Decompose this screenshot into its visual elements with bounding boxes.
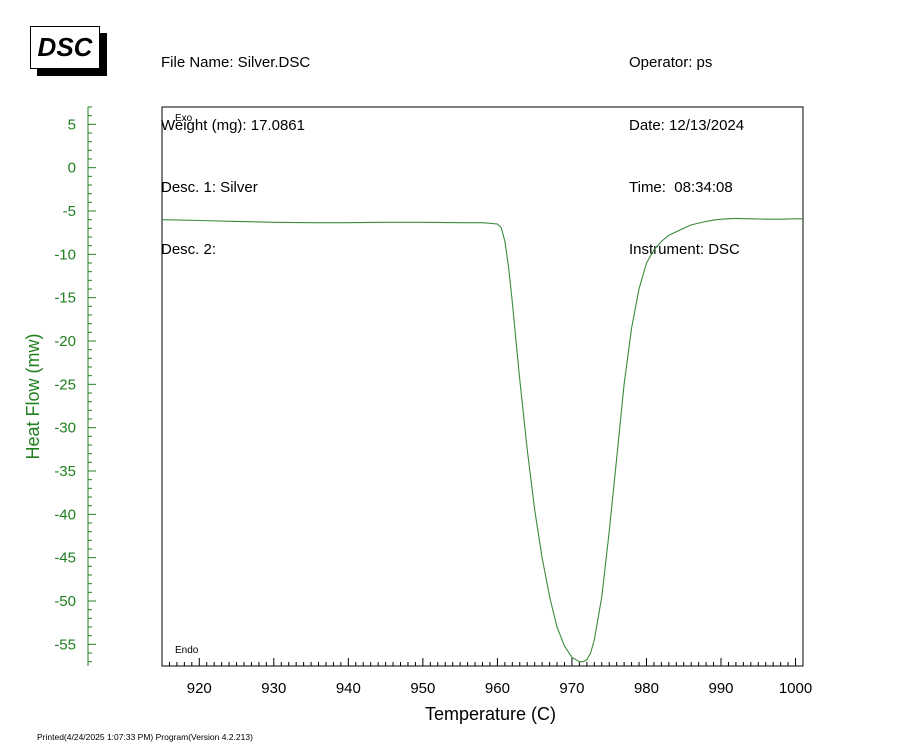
y-tick-label: -15 (54, 290, 76, 307)
x-tick-label: 940 (336, 680, 361, 697)
x-tick-label: 930 (261, 680, 286, 697)
heat-flow-curve (161, 217, 803, 663)
endo-label: Endo (175, 645, 199, 656)
x-tick-label: 990 (708, 680, 733, 697)
x-tick-label: 950 (410, 680, 435, 697)
x-axis-title: Temperature (C) (425, 704, 556, 724)
dsc-logo: DSC (30, 26, 100, 69)
plot-frame (161, 106, 804, 667)
description-2: Desc. 2: (161, 240, 217, 258)
x-tick-label: 960 (485, 680, 510, 697)
y-tick-label: -40 (54, 506, 76, 523)
y-tick-label: -10 (54, 246, 76, 263)
y-tick-label: -25 (54, 376, 76, 393)
y-tick-label: 5 (68, 116, 76, 133)
weight: Weight (mg): 17.0861 (161, 116, 305, 134)
description-1: Desc. 1: Silver (161, 178, 258, 196)
operator: Operator: ps (629, 54, 713, 72)
y-tick-label: 0 (68, 160, 76, 177)
x-tick-label: 970 (559, 680, 584, 697)
instrument: Instrument: DSC (629, 240, 740, 258)
file-name: File Name: Silver.DSC (161, 54, 311, 72)
exo-label: Exo (175, 113, 193, 124)
header-left: File Name: Silver.DSC Weight (mg): 17.08… (161, 12, 310, 281)
print-footer: Printed(4/24/2025 1:07:33 PM) Program(Ve… (37, 732, 253, 742)
x-tick-label: 920 (187, 680, 212, 697)
y-tick-label: -50 (54, 593, 76, 610)
y-tick-label: -55 (54, 636, 76, 653)
date: Date: 12/13/2024 (629, 116, 745, 134)
y-axis-title: Heat Flow (mw) (23, 333, 43, 459)
y-tick-label: -45 (54, 550, 76, 567)
y-tick-label: -20 (54, 333, 76, 350)
y-tick-label: -30 (54, 420, 76, 437)
header-right: Operator: ps Date: 12/13/2024 Time: 08:3… (629, 12, 744, 281)
x-tick-label: 1000 (779, 680, 812, 697)
y-tick-label: -5 (63, 203, 76, 220)
y-tick-label: -35 (54, 463, 76, 480)
time: Time: 08:34:08 (629, 178, 733, 196)
x-tick-label: 980 (634, 680, 659, 697)
